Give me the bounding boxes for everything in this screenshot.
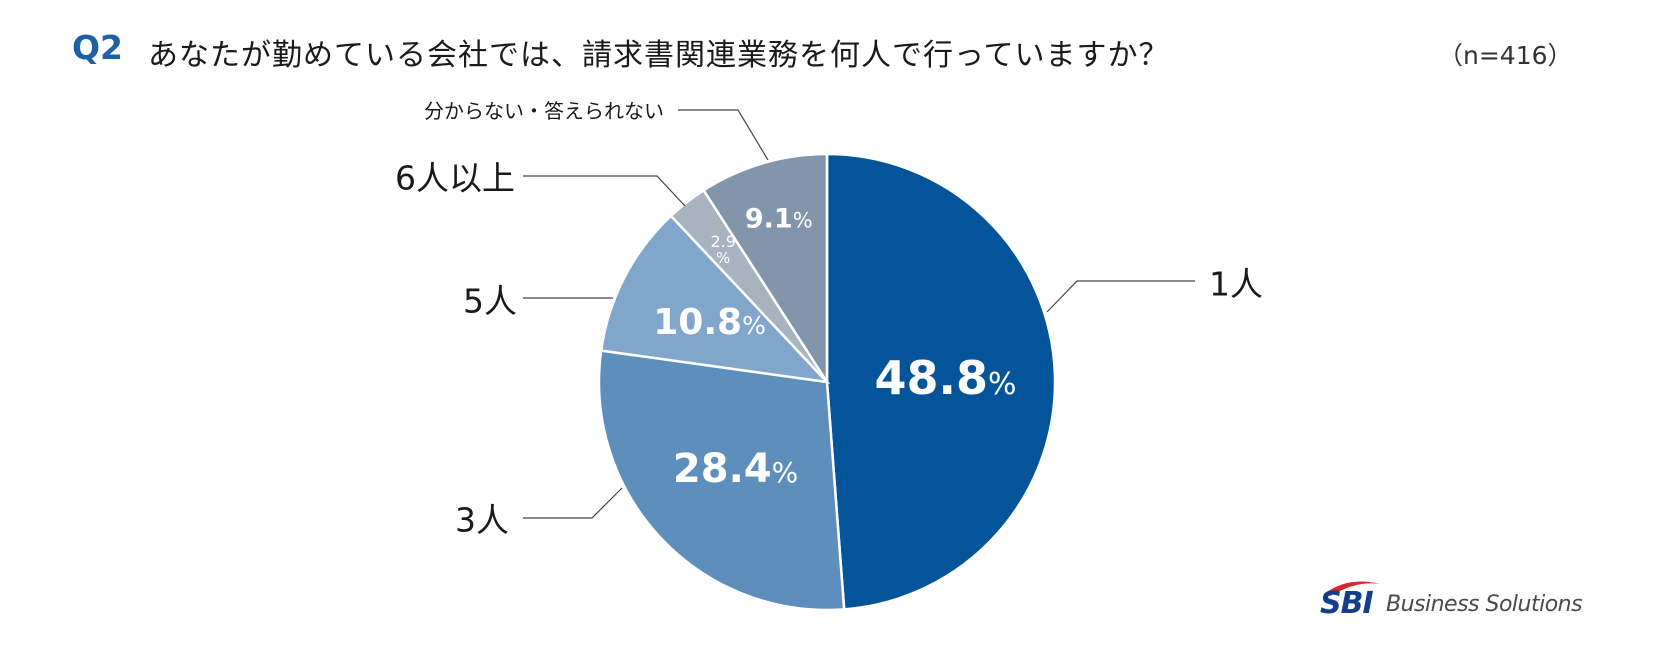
- category-labels: 1人 3人 5人 6人以上 分からない・答えられない: [395, 99, 1263, 540]
- leader-line: [523, 487, 623, 519]
- pie-slices: [597, 152, 1057, 612]
- category-label: 6人以上: [395, 159, 515, 198]
- logo-brand: SBI: [1320, 586, 1374, 621]
- company-logo: SBI Business Solutions: [1318, 578, 1583, 628]
- pie-slice: [825, 152, 1057, 611]
- logo-text: Business Solutions: [1386, 592, 1583, 617]
- pie-slice: [701, 152, 829, 387]
- category-label: 5人: [463, 282, 517, 321]
- leader-lines: [523, 109, 1195, 519]
- category-label: 分からない・答えられない: [424, 99, 664, 123]
- value-label: 9.1%: [745, 204, 813, 235]
- logo-swoosh-icon: [1324, 581, 1380, 596]
- question-number: Q2: [72, 28, 124, 67]
- value-label: 10.8%: [653, 302, 766, 343]
- sample-size: （n=416）: [1438, 41, 1573, 70]
- pie-slice: [597, 349, 846, 612]
- value-labels: 48.8% 28.4% 10.8% 2.9% 9.1%: [653, 204, 1016, 493]
- question-text: あなたが勤めている会社では、請求書関連業務を何人で行っていますか？: [148, 38, 1170, 73]
- value-label: 2.9: [710, 232, 735, 251]
- leader-line: [678, 109, 769, 161]
- value-label: 48.8%: [874, 351, 1016, 405]
- value-label: 28.4%: [673, 446, 798, 492]
- leader-line: [1046, 280, 1195, 313]
- category-label: 1人: [1209, 265, 1263, 304]
- value-label-unit: %: [716, 249, 730, 267]
- pie-slice: [599, 214, 831, 384]
- leader-line: [523, 175, 686, 207]
- category-label: 3人: [455, 501, 509, 540]
